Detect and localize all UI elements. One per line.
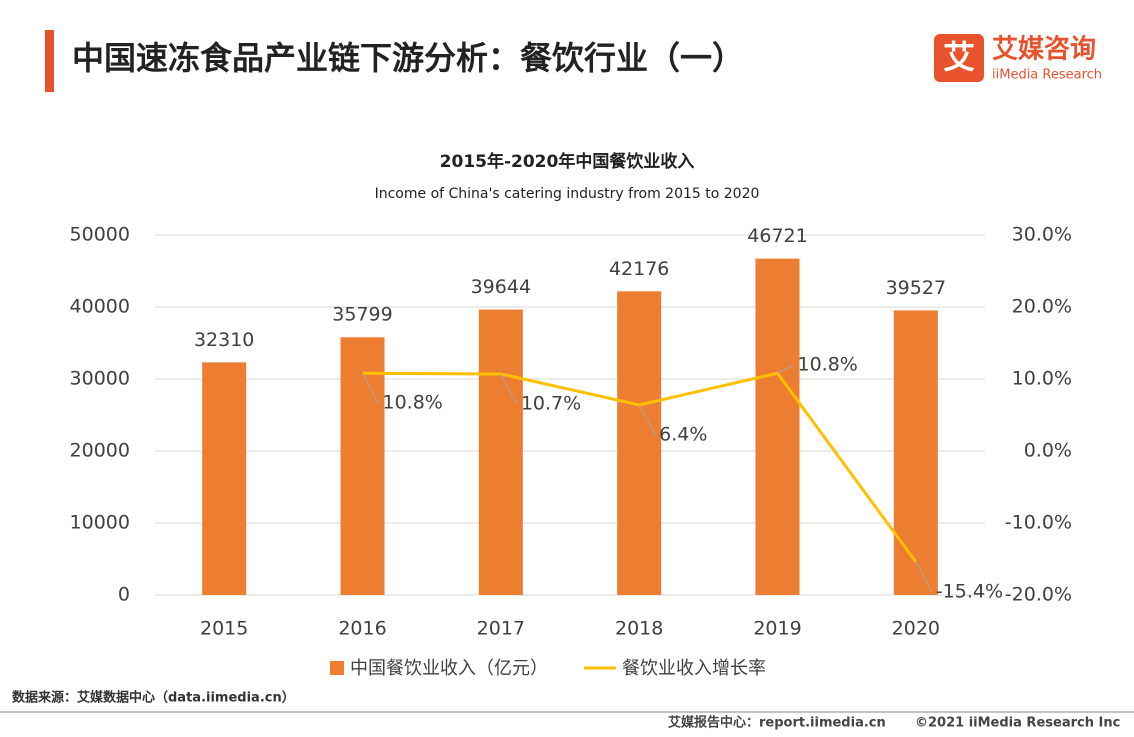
logo-cn: 艾媒咨询 xyxy=(992,34,1096,65)
y2-tick-label: 10.0% xyxy=(1012,368,1072,390)
y-tick-label: 50000 xyxy=(70,224,130,246)
y2-tick-label: -20.0% xyxy=(1005,584,1072,606)
line-value-label: 10.8% xyxy=(383,392,443,414)
y2-tick-label: 0.0% xyxy=(1024,440,1072,462)
y2-tick-label: 30.0% xyxy=(1012,224,1072,246)
y-tick-label: 20000 xyxy=(70,440,130,462)
leader-line xyxy=(500,373,518,405)
bar-value-label: 39527 xyxy=(886,277,946,299)
title-accent xyxy=(45,30,54,92)
line-value-label: 10.7% xyxy=(521,392,581,414)
bar-value-label: 32310 xyxy=(194,329,254,351)
bar xyxy=(478,309,523,595)
x-tick-label: 2019 xyxy=(753,618,801,640)
page-title: 中国速冻食品产业链下游分析：餐饮行业（一） xyxy=(72,39,744,77)
x-tick-label: 2020 xyxy=(892,618,940,640)
logo-icon xyxy=(934,34,984,82)
chart-subtitle: Income of China's catering industry from… xyxy=(375,186,760,202)
footer-site: 艾媒报告中心：report.iimedia.cn xyxy=(668,715,886,731)
logo-en: iiMedia Research xyxy=(992,68,1102,83)
footer-copyright: ©2021 iiMedia Research Inc xyxy=(915,716,1120,731)
line-value-label: -15.4% xyxy=(936,580,1003,602)
line-value-label: 10.8% xyxy=(798,354,858,376)
bar-value-label: 42176 xyxy=(609,258,669,280)
bar xyxy=(893,310,938,595)
leader-line xyxy=(777,364,794,374)
y-tick-label: 10000 xyxy=(70,512,130,534)
leader-line xyxy=(915,561,933,593)
y2-tick-label: 20.0% xyxy=(1012,296,1072,318)
bar xyxy=(755,258,800,595)
x-tick-label: 2017 xyxy=(477,618,525,640)
leader-line xyxy=(362,373,379,404)
legend-swatch xyxy=(330,661,344,675)
bar-value-label: 46721 xyxy=(747,225,807,247)
x-tick-label: 2016 xyxy=(338,618,386,640)
bar xyxy=(202,362,247,595)
y2-tick-label: -10.0% xyxy=(1005,512,1072,534)
y-tick-label: 30000 xyxy=(70,368,130,390)
bar-value-label: 35799 xyxy=(332,304,392,326)
bar xyxy=(617,291,662,595)
x-tick-label: 2018 xyxy=(615,618,663,640)
bar-value-label: 39644 xyxy=(471,276,531,298)
leader-line xyxy=(638,404,656,436)
legend-label: 中国餐饮业收入（亿元） xyxy=(350,658,548,679)
y-tick-label: 0 xyxy=(118,584,130,606)
source: 数据来源：艾媒数据中心（data.iimedia.cn） xyxy=(12,690,295,706)
y-tick-label: 40000 xyxy=(70,296,130,318)
line-value-label: 6.4% xyxy=(659,423,707,445)
logo-glyph: 艾 xyxy=(943,38,975,76)
bar xyxy=(340,337,385,595)
x-tick-label: 2015 xyxy=(200,618,248,640)
chart-title: 2015年-2020年中国餐饮业收入 xyxy=(440,151,695,172)
legend-label: 餐饮业收入增长率 xyxy=(622,658,766,679)
